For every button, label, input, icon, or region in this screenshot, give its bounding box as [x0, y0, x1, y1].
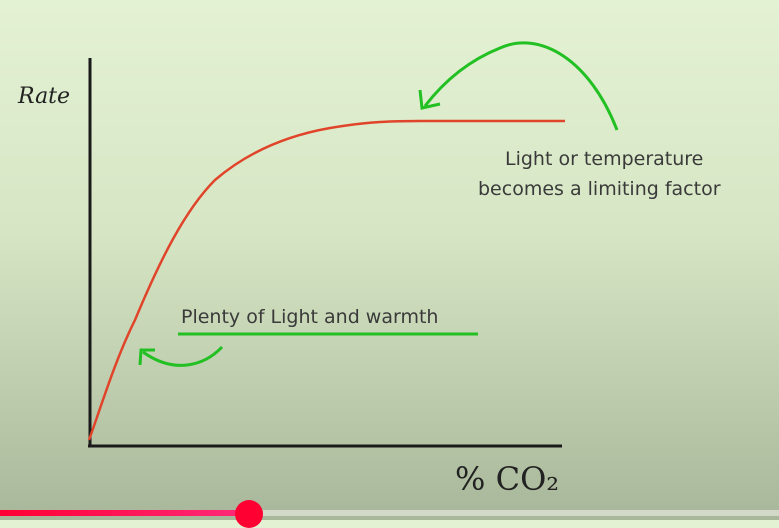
annotation-limiting-line1: Light or temperature [505, 148, 704, 170]
annotation-plenty: Plenty of Light and warmth [181, 306, 439, 328]
arrow-low [142, 345, 224, 367]
x-axis-label: % CO₂ [455, 460, 560, 498]
arrow-high [423, 41, 619, 131]
arrowhead-high [418, 89, 441, 110]
progress-scrubber-handle[interactable] [235, 500, 264, 528]
annotation-limiting-line2: becomes a limiting factor [478, 178, 721, 200]
rate-curve [87, 119, 565, 441]
video-progress-bar[interactable] [0, 500, 779, 528]
arrowhead-low [138, 348, 155, 366]
y-axis-label: Rate [18, 84, 71, 109]
progress-played [0, 510, 250, 516]
